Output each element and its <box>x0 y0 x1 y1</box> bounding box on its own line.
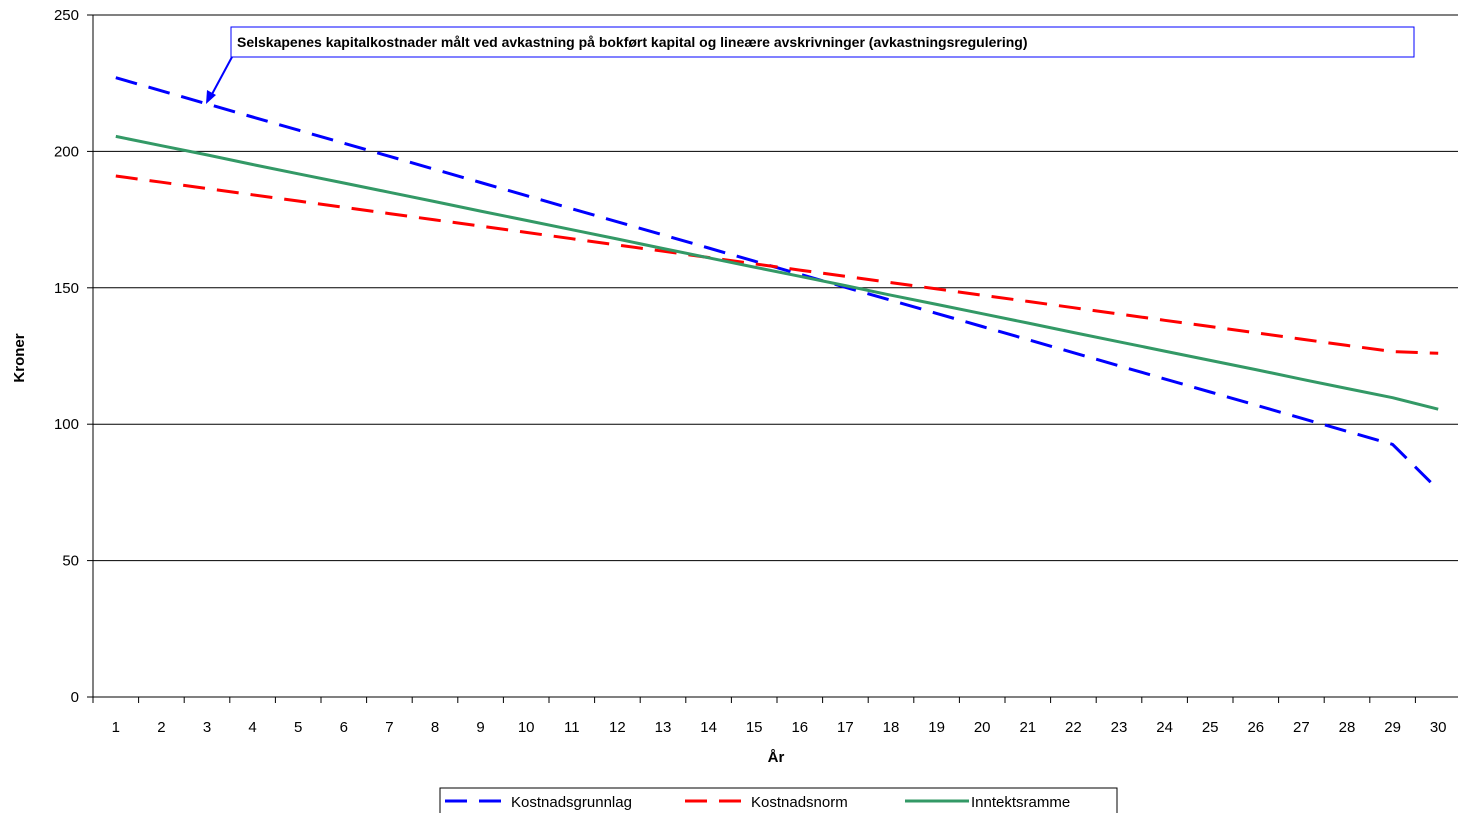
x-tick-label: 25 <box>1202 719 1219 736</box>
legend: Kostnadsgrunnlag Kostnadsnorm Inntektsramm… <box>439 787 1118 813</box>
x-tick-label: 16 <box>791 719 808 736</box>
legend-label-kostnadsnorm: Kostnadsnorm <box>751 794 848 811</box>
x-tick-label: 21 <box>1019 719 1036 736</box>
x-tick-label: 10 <box>518 719 535 736</box>
series-line-inntektsramme <box>115 134 1439 411</box>
x-tick-label: 19 <box>928 719 945 736</box>
x-tick-label: 6 <box>340 719 348 736</box>
y-tick-label: 250 <box>54 7 79 24</box>
x-axis-title: År <box>768 749 785 766</box>
x-tick-label: 24 <box>1156 719 1173 736</box>
gridlines <box>93 14 1458 562</box>
x-tick-label: 26 <box>1247 719 1264 736</box>
x-tick-label: 12 <box>609 719 626 736</box>
y-tick-label: 150 <box>54 280 79 297</box>
x-tick-label: 1 <box>112 719 120 736</box>
x-tick-label: 30 <box>1430 719 1447 736</box>
y-tick-label: 200 <box>54 143 79 160</box>
x-tick-label: 3 <box>203 719 211 736</box>
x-tick-label: 9 <box>476 719 484 736</box>
series-lines <box>115 76 1440 491</box>
legend-box <box>439 787 1118 813</box>
x-tick-label: 14 <box>700 719 717 736</box>
x-tick-label: 13 <box>655 719 672 736</box>
x-tick-label: 4 <box>248 719 256 736</box>
x-tick-label: 22 <box>1065 719 1082 736</box>
annotation-box <box>230 26 1415 58</box>
x-tick-label: 5 <box>294 719 302 736</box>
x-tick-label: 28 <box>1339 719 1356 736</box>
x-tick-label: 2 <box>157 719 165 736</box>
y-tick-label: 0 <box>71 689 79 706</box>
x-tick-label: 17 <box>837 719 854 736</box>
annotation-arrow-line <box>210 56 233 97</box>
x-tick-label: 11 <box>564 719 580 736</box>
y-axis-title: Kroner <box>11 333 28 382</box>
legend-label-inntektsramme: Inntektsramme <box>971 794 1070 811</box>
annotation-arrow-head <box>206 90 216 104</box>
series-line-kostnadsgrunnlag <box>115 76 1440 491</box>
series-line-kostnadsnorm <box>115 174 1439 355</box>
x-tick-label: 23 <box>1111 719 1128 736</box>
x-tick-label: 20 <box>974 719 991 736</box>
x-tick-label: 15 <box>746 719 763 736</box>
y-tick-label: 50 <box>62 553 79 570</box>
annotation-text: Selskapenes kapitalkostnader målt ved av… <box>237 34 1028 50</box>
x-tick-label: 7 <box>385 719 393 736</box>
x-tick-label: 8 <box>431 719 439 736</box>
annotation: Selskapenes kapitalkostnader målt ved av… <box>206 26 1415 104</box>
x-tick-label: 29 <box>1384 719 1401 736</box>
legend-label-kostnadsgrunnlag: Kostnadsgrunnlag <box>511 794 632 811</box>
x-tick-label: 27 <box>1293 719 1310 736</box>
y-tick-label: 100 <box>54 416 79 433</box>
x-tick-label: 18 <box>883 719 900 736</box>
